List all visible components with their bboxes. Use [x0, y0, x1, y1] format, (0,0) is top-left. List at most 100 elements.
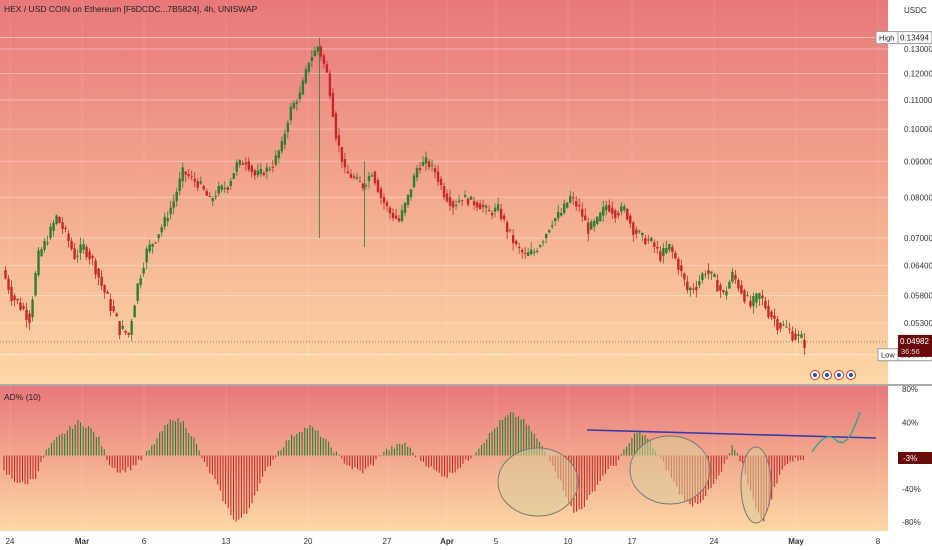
time-tick-label: 13: [222, 537, 231, 546]
candle-body: [451, 201, 455, 208]
candle-body: [22, 306, 25, 310]
candle-body: [701, 273, 704, 281]
candle-body: [166, 218, 169, 222]
candle-body: [430, 164, 434, 166]
candle-body: [148, 244, 151, 252]
time-tick-label: 6: [142, 537, 147, 546]
candle-body: [61, 222, 64, 229]
candle-body: [544, 233, 548, 239]
candle-body: [418, 168, 422, 171]
candle-body: [7, 278, 10, 291]
candle-body: [659, 251, 662, 261]
candle-body: [247, 161, 251, 170]
candle-body: [535, 250, 539, 252]
time-tick-label: Apr: [440, 537, 454, 546]
candle-body: [154, 242, 157, 244]
candle-body: [193, 178, 196, 182]
candle-body: [433, 168, 437, 173]
candle-body: [773, 315, 776, 319]
candle-body: [253, 170, 257, 176]
candle-body: [713, 274, 716, 277]
candle-body: [181, 167, 184, 182]
candle-body: [133, 305, 136, 318]
indicator-tick-label: 80%: [902, 385, 918, 394]
candle-body: [259, 168, 263, 174]
candle-body: [103, 285, 106, 293]
candle-body: [274, 155, 278, 165]
candle-body: [331, 92, 335, 117]
candle-body: [334, 113, 338, 139]
candle-body: [385, 202, 389, 206]
candle-body: [268, 168, 272, 170]
candle-body: [169, 207, 172, 215]
candle-body: [67, 233, 70, 242]
candle-body: [199, 181, 202, 184]
candle-body: [406, 194, 410, 205]
indicator-title: AD% (10): [4, 392, 41, 402]
candle-body: [635, 229, 638, 234]
candle-body: [400, 210, 404, 222]
candle-body: [25, 309, 28, 320]
candle-body: [289, 106, 293, 121]
candle-body: [508, 229, 512, 231]
candle-body: [82, 244, 85, 250]
indicator-current-box: [898, 451, 932, 464]
candle-body: [205, 190, 208, 196]
candle-body: [611, 207, 614, 214]
candle-body: [587, 222, 590, 234]
annotation-overlays: [497, 411, 877, 524]
candle-body: [788, 328, 791, 330]
candle-body: [73, 248, 76, 260]
candle-body: [184, 171, 187, 175]
highlight-ellipse: [740, 446, 772, 524]
candle-body: [689, 287, 692, 291]
candle-body: [43, 240, 46, 250]
candle-body: [517, 246, 521, 248]
candle-body: [421, 161, 425, 166]
candle-body: [541, 241, 545, 243]
candle-body: [698, 281, 701, 286]
price-tick-label: 0.06400: [904, 261, 932, 270]
candle-body: [704, 274, 707, 276]
candle-body: [511, 235, 515, 244]
time-tick-label: 27: [383, 537, 392, 546]
candle-body: [394, 215, 398, 219]
candle-body: [590, 221, 593, 230]
candle-body: [683, 273, 686, 280]
candle-body: [388, 207, 392, 214]
candle-body: [547, 230, 551, 233]
candle-body: [794, 333, 797, 340]
candle-body: [478, 203, 482, 210]
candle-body: [487, 210, 491, 212]
price-tick-label: 0.08000: [904, 193, 932, 202]
candle-body: [316, 46, 320, 52]
candle-body: [677, 259, 680, 270]
candle-body: [746, 294, 749, 296]
candle-body: [175, 191, 178, 202]
candle-body: [662, 248, 665, 257]
highlight-ellipse: [497, 447, 579, 517]
indicator-tick-label: -80%: [902, 518, 921, 527]
candle-body: [514, 240, 518, 244]
candle-body: [145, 248, 148, 263]
candle-body: [319, 46, 323, 57]
time-tick-label: 24: [6, 537, 15, 546]
candle-body: [58, 216, 61, 223]
candle-body: [235, 162, 238, 172]
candle-body: [76, 255, 79, 257]
candle-body: [538, 245, 542, 247]
candle-body: [340, 146, 344, 162]
candle-body: [562, 203, 566, 213]
candle-body: [286, 122, 290, 133]
candle-body: [719, 285, 722, 291]
candle-body: [313, 50, 317, 57]
low-label: Low: [881, 351, 895, 360]
candle-body: [803, 339, 806, 349]
candle-body: [31, 299, 34, 318]
candle-body: [100, 276, 103, 286]
candle-body: [265, 167, 269, 172]
price-tick-label: 0.07000: [904, 234, 932, 243]
candle-body: [728, 281, 731, 289]
candle-body: [283, 133, 287, 145]
candle-body: [139, 278, 142, 286]
